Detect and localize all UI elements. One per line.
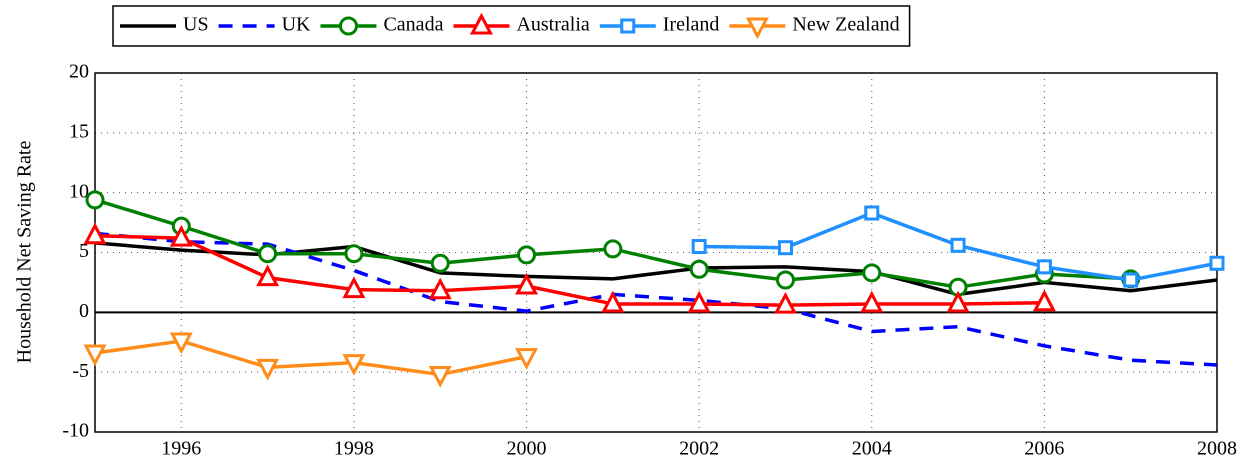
marker — [344, 244, 364, 264]
marker — [1209, 255, 1225, 271]
marker — [864, 205, 880, 221]
marker — [83, 222, 107, 245]
marker — [169, 332, 193, 355]
marker — [1123, 272, 1139, 288]
marker — [430, 253, 450, 273]
series-line — [94, 233, 1045, 307]
marker — [1032, 289, 1056, 312]
x-tick-label: 1998 — [334, 438, 374, 460]
marker — [601, 290, 625, 313]
marker — [515, 272, 539, 295]
legend: US UK Canada Australia Ireland New Zealand — [112, 5, 911, 47]
marker — [620, 18, 636, 34]
marker — [862, 263, 882, 283]
marker — [258, 244, 278, 264]
x-tick-label: 2002 — [679, 438, 719, 460]
marker — [469, 12, 493, 35]
marker — [950, 237, 966, 253]
legend-label: New Zealand — [792, 14, 899, 36]
x-tick-label: 2004 — [852, 438, 892, 460]
x-tick-label: 2000 — [507, 438, 547, 460]
marker — [1036, 259, 1052, 275]
legend-label: Australia — [516, 14, 589, 36]
marker — [689, 259, 709, 279]
x-tick-label: 1996 — [161, 438, 201, 460]
y-tick-label: 5 — [79, 240, 89, 262]
y-tick-label: 20 — [69, 61, 89, 83]
marker — [777, 240, 793, 256]
legend-label: Ireland — [663, 14, 720, 36]
marker — [342, 354, 366, 376]
x-tick-label: 2008 — [1197, 438, 1237, 460]
marker — [775, 270, 795, 290]
marker — [773, 291, 797, 314]
plot-frame — [94, 72, 1218, 433]
legend-label: US — [183, 14, 209, 36]
y-tick-label: -5 — [72, 360, 89, 382]
x-tick-label: 2006 — [1024, 438, 1064, 460]
marker — [338, 16, 358, 36]
marker — [603, 239, 623, 259]
marker — [428, 366, 452, 388]
legend-label: UK — [282, 14, 311, 36]
legend-label: Canada — [383, 14, 443, 36]
y-tick-label: 10 — [69, 180, 89, 202]
series-line — [94, 339, 527, 377]
marker — [687, 290, 711, 313]
marker — [85, 190, 105, 210]
marker — [83, 344, 107, 367]
marker — [517, 245, 537, 265]
marker — [169, 224, 193, 247]
y-tick-label: 0 — [79, 300, 89, 322]
marker — [256, 264, 280, 287]
marker — [946, 290, 970, 313]
marker — [256, 358, 280, 381]
y-axis-label: Household Net Saving Rate — [14, 141, 36, 364]
marker — [691, 239, 707, 255]
marker — [515, 348, 539, 370]
marker — [860, 290, 884, 313]
marker — [428, 277, 452, 300]
y-tick-label: -10 — [62, 420, 89, 442]
marker — [745, 17, 769, 40]
marker — [342, 276, 366, 299]
y-tick-label: 15 — [69, 120, 89, 142]
